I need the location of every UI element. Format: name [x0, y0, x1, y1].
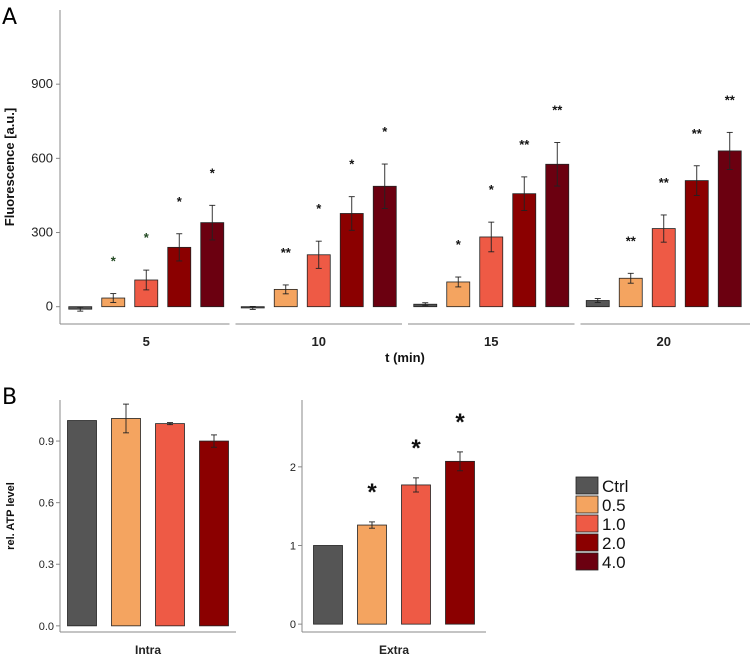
significance-marker: * [210, 165, 216, 180]
chart-b-extra: 0 1 2 * * * Extra [290, 400, 486, 654]
legend-swatch [575, 476, 599, 495]
significance-marker: * [316, 201, 322, 216]
bar [445, 460, 475, 625]
significance-marker: * [144, 230, 150, 245]
legend-swatch [575, 533, 599, 552]
significance-marker: * [489, 182, 495, 197]
legend-label: 4.0 [602, 553, 626, 572]
y-axis-title: rel. ATP level [5, 482, 17, 550]
legend-label: 1.0 [602, 515, 626, 534]
legend-label: 2.0 [602, 534, 626, 553]
x-category-label: Intra [135, 643, 161, 654]
legend-swatch [575, 552, 599, 571]
bar [155, 423, 185, 627]
significance-marker: * [111, 254, 117, 269]
significance-marker: * [382, 124, 388, 139]
y-tick-label: 0.0 [39, 621, 54, 633]
x-category-label: 5 [143, 334, 150, 349]
bar [313, 545, 343, 625]
significance-marker: ** [725, 92, 736, 107]
y-tick-label: 0.9 [39, 436, 54, 448]
panel-a-label: A [2, 5, 17, 30]
y-tick-label: 900 [31, 76, 53, 91]
y-tick-label: 0 [290, 619, 296, 631]
legend-swatch [575, 495, 599, 514]
significance-marker: * [411, 435, 421, 462]
x-category-label: 20 [657, 334, 671, 349]
y-tick-label: 1 [290, 540, 296, 552]
y-axis-title: Fluorescence [a.u.] [2, 108, 17, 226]
x-category-label: Extra [379, 643, 409, 654]
y-tick-label: 300 [31, 225, 53, 240]
legend-label: 0.5 [602, 496, 626, 515]
bar [67, 420, 97, 627]
x-category-label: 15 [484, 334, 498, 349]
legend-swatch [575, 514, 599, 533]
significance-marker: ** [552, 103, 563, 118]
bar [111, 418, 141, 627]
significance-marker: ** [519, 137, 530, 152]
bar [684, 180, 709, 308]
y-tick-label: 0 [46, 299, 53, 314]
significance-marker: ** [281, 245, 292, 260]
significance-marker: * [456, 237, 462, 252]
significance-marker: * [367, 479, 377, 506]
bar [401, 484, 431, 625]
significance-marker: * [455, 409, 465, 436]
x-axis-title: t (min) [385, 350, 425, 365]
y-tick-label: 0.3 [39, 559, 54, 571]
significance-marker: ** [659, 175, 670, 190]
legend-label: Ctrl [602, 477, 628, 496]
y-tick-label: 0.6 [39, 498, 54, 510]
significance-marker: ** [626, 233, 637, 248]
significance-marker: * [349, 157, 355, 172]
panel-b-label: B [2, 385, 17, 410]
bar [199, 440, 229, 627]
y-tick-label: 600 [31, 150, 53, 165]
chart-b-intra: 0.0 0.3 0.6 0.9 rel. ATP level Intra [5, 400, 236, 654]
y-tick-label: 2 [290, 462, 296, 474]
bar [717, 150, 742, 308]
x-category-label: 10 [312, 334, 326, 349]
bar [357, 524, 387, 625]
significance-marker: * [177, 194, 183, 209]
significance-marker: ** [692, 126, 703, 141]
